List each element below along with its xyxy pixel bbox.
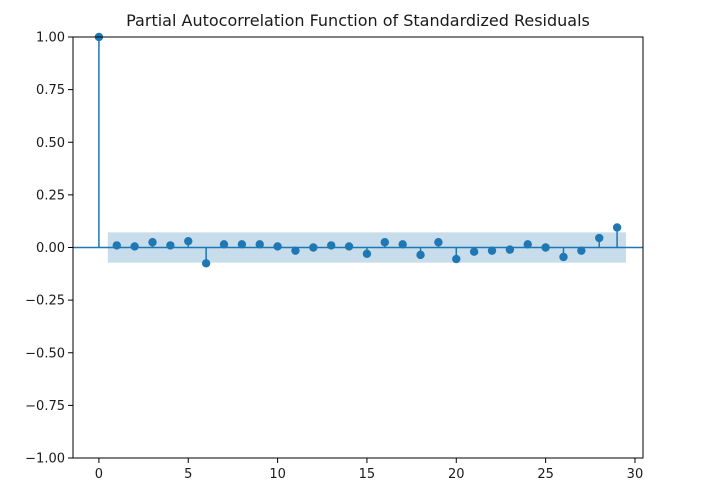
stem-marker [166,241,175,250]
stem-marker [559,252,568,262]
stem-marker [434,238,443,247]
chart-title: Partial Autocorrelation Function of Stan… [126,11,590,30]
stem-marker [505,245,515,254]
stem-marker [398,240,407,249]
stem-marker [362,249,372,259]
x-tick-label: 25 [537,467,554,482]
x-tick-label: 0 [95,467,103,482]
stem-marker [595,233,604,243]
x-tick-label: 10 [269,467,286,482]
stem-marker [112,241,121,250]
stem-marker [237,240,247,249]
stem-marker [344,242,354,251]
x-tick-label: 15 [359,467,376,482]
stem-marker [130,242,139,251]
y-tick-label: 0.50 [36,136,65,151]
stem-marker [201,259,211,268]
stem-marker [469,247,479,256]
stem-layer [73,32,643,268]
x-tick-label: 30 [627,467,644,482]
x-tick-label: 20 [448,467,465,482]
stem-marker [273,242,282,251]
stem-marker [148,238,157,247]
y-tick-label: 0.25 [36,188,65,203]
stem-marker [291,246,300,255]
y-tick-label: 0.75 [36,83,65,98]
stem-marker [309,243,318,252]
axis-layer: 1.00 0.75 0.50 0.25 0.00 −0.25 −0.50 −0.75 −1.00… [25,31,644,482]
y-tick-label: −0.50 [25,346,65,361]
stem-marker [184,236,193,246]
stem-marker [452,254,461,264]
stem-marker [416,250,425,260]
stem-marker [577,246,586,255]
y-tick-label: −0.75 [25,399,65,414]
stem-marker [255,240,264,249]
y-tick-label: 1.00 [36,31,65,46]
y-tick-label: 0.00 [36,241,65,256]
x-tick-label: 5 [184,467,192,482]
stem-marker [380,238,390,247]
stem-marker [612,223,622,232]
stem-marker [523,240,532,249]
stem-marker [326,241,336,250]
y-tick-label: −0.25 [25,294,65,309]
stem-marker [219,240,229,249]
y-tick-label: −1.00 [25,452,65,467]
stem-marker [541,243,550,252]
stem-marker [487,246,497,255]
